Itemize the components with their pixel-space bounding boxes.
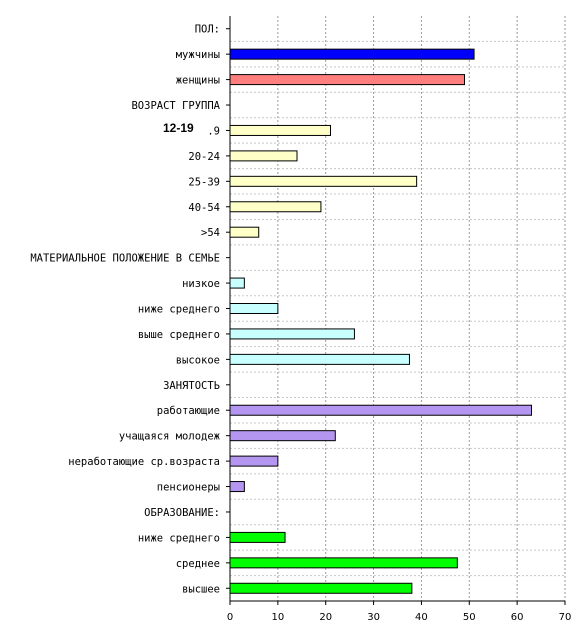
bar — [229, 404, 532, 416]
category-label: выше среднего — [138, 329, 220, 341]
category-label: ниже среднего — [138, 304, 220, 316]
category-label: ОБРАЗОВАНИЕ: — [144, 507, 220, 519]
category-label: мужчины — [176, 49, 220, 61]
bar — [229, 481, 245, 493]
age-group-12-19-label: 12-19 — [163, 121, 194, 135]
category-label: учащаяся молодеж — [119, 431, 221, 443]
category-label: работающие — [157, 405, 220, 417]
bar — [229, 48, 475, 60]
grid-lines — [230, 16, 566, 601]
category-label: 20-24 — [188, 151, 220, 163]
category-label: среднее — [176, 558, 220, 570]
category-labels: ПОЛ: мужчины женщины ВОЗРАСТ ГРУППА .9 20-24 2… — [30, 24, 220, 596]
bar — [229, 303, 279, 314]
bar — [229, 557, 458, 569]
bar — [229, 353, 410, 365]
x-tick-label: 0 — [227, 612, 233, 623]
x-tick-label: 10 — [271, 612, 284, 623]
category-label: низкое — [182, 278, 220, 290]
bar — [229, 150, 298, 162]
category-label: ВОЗРАСТ ГРУППА — [131, 100, 220, 112]
x-tick-label: 20 — [319, 612, 332, 623]
x-tick-label: 70 — [559, 612, 572, 623]
category-label: ПОЛ: — [195, 24, 220, 36]
category-label: женщины — [176, 75, 220, 87]
category-label: .9 — [207, 125, 220, 137]
category-label: ниже среднего — [138, 532, 220, 544]
category-label: МАТЕРИАЛЬНОЕ ПОЛОЖЕНИЕ В СЕМЬЕ — [30, 253, 220, 265]
bar — [229, 430, 336, 442]
bar — [229, 226, 260, 238]
category-label: ЗАНЯТОСТЬ — [163, 380, 220, 392]
bar — [229, 124, 331, 136]
category-label: пенсионеры — [157, 482, 220, 494]
bar — [229, 582, 413, 594]
category-label: высшее — [182, 583, 220, 595]
axes: 0 10 20 30 40 50 60 70 — [226, 16, 571, 623]
category-label: 25-39 — [188, 176, 220, 188]
x-tick-label: 40 — [415, 612, 428, 623]
bar — [229, 455, 279, 467]
category-label: >54 — [201, 227, 220, 239]
x-tick-label: 50 — [463, 612, 476, 623]
category-label: неработающие ср.возраста — [68, 456, 220, 468]
bar — [229, 328, 355, 340]
bar — [229, 175, 418, 187]
bar — [229, 277, 245, 289]
category-label: 40-54 — [188, 202, 220, 214]
x-tick-label: 60 — [511, 612, 524, 623]
x-tick-label: 30 — [367, 612, 380, 623]
bar — [229, 74, 465, 86]
bar — [229, 531, 286, 543]
category-label: высокое — [176, 354, 220, 366]
bar — [229, 201, 322, 213]
